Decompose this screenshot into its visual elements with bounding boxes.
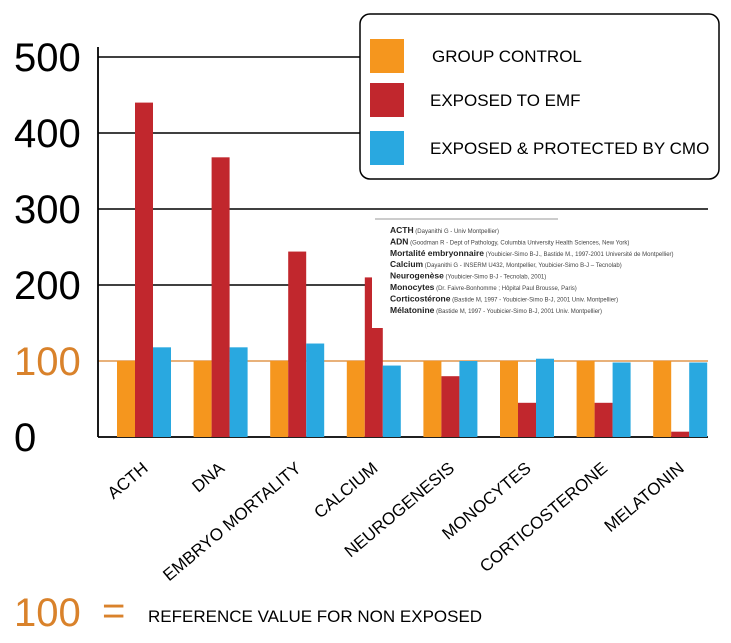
bar (135, 102, 153, 437)
bar (346, 361, 365, 437)
reference-equals: = (102, 589, 125, 633)
bar (153, 347, 171, 437)
y-tick-label: 100 (14, 340, 81, 384)
bar (229, 347, 248, 437)
source-entry: ADN (Goodman R - Dept of Pathology, Colu… (390, 236, 629, 246)
bar (382, 365, 401, 437)
legend-swatch (370, 39, 404, 73)
y-tick-label: 300 (14, 188, 81, 232)
legend-label: EXPOSED & PROTECTED BY CMO (430, 139, 709, 158)
x-tick-label: EMBRYO MORTALITY (159, 459, 304, 585)
source-entry: Monocytes (Dr. Faivre-Bonhomme ; Hôpital… (390, 282, 577, 292)
source-entry: ACTH (Dayanithi G - Univ Montpellier) (390, 225, 499, 235)
legend-label: GROUP CONTROL (432, 47, 582, 66)
bar (500, 361, 518, 437)
y-tick-label: 200 (14, 264, 81, 308)
bar (671, 431, 690, 437)
reference-number: 100 (14, 591, 81, 635)
x-tick-label: ACTH (104, 459, 152, 503)
bar (653, 361, 672, 437)
y-tick-label: 400 (14, 112, 81, 156)
bar (288, 251, 307, 437)
x-tick-label: DNA (188, 458, 228, 496)
legend-swatch (370, 131, 404, 165)
sources-box: ACTH (Dayanithi G - Univ Montpellier)ADN… (372, 218, 724, 328)
y-tick-label: 500 (14, 36, 81, 80)
legend: GROUP CONTROL EXPOSED TO EMF EXPOSED & PRO… (359, 13, 720, 180)
bar (270, 361, 289, 437)
legend-label: EXPOSED TO EMF (430, 91, 581, 110)
bar (193, 361, 212, 437)
x-tick-label: CORTICOSTERONE (476, 459, 611, 577)
bar (306, 343, 325, 437)
bar (576, 361, 595, 437)
bar (518, 402, 536, 437)
source-entry: Mortalité embryonnaire (Youbicier-Simo B… (390, 248, 674, 258)
bar (459, 361, 478, 437)
source-entry: Corticostérone (Bastide M, 1997 - Youbic… (390, 293, 618, 303)
x-tick-label: MELATONIN (601, 459, 688, 536)
bars (117, 102, 708, 437)
legend-swatch (370, 83, 404, 117)
source-entry: Neurogenèse (Youbicier-Simo B-J - Tecnol… (390, 271, 546, 281)
sources-background (372, 218, 724, 328)
source-entry: Mélatonine (Bastide M, 1997 - Youbicier-… (390, 305, 602, 315)
source-entry: Calcium (Dayanithi G - INSERM U432, Mont… (390, 259, 622, 269)
bar (117, 361, 135, 437)
bar (441, 376, 460, 437)
x-tick-label: CALCIUM (311, 459, 382, 523)
y-tick-label: 0 (14, 416, 36, 460)
bar (689, 362, 708, 437)
reference-note: 100 = REFERENCE VALUE FOR NON EXPOSED (14, 589, 482, 635)
reference-text: REFERENCE VALUE FOR NON EXPOSED (148, 607, 482, 626)
bar (211, 157, 230, 437)
bar (594, 402, 613, 437)
bar (536, 358, 554, 437)
bar (423, 361, 442, 437)
legend-box (359, 13, 720, 180)
bar (612, 362, 631, 437)
